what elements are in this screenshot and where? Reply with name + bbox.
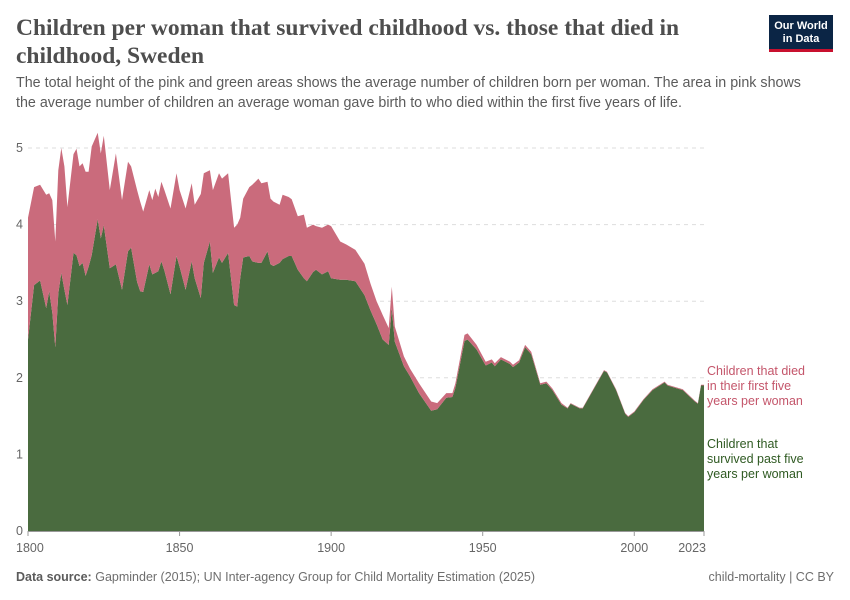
legend-died-label: Children that died in their first five y… (707, 364, 805, 408)
area-died (28, 132, 704, 417)
y-tick-label: 0 (16, 524, 23, 538)
y-tick-label: 1 (16, 447, 23, 461)
y-tick-label: 5 (16, 141, 23, 155)
x-tick-label: 1800 (16, 541, 44, 555)
license-link[interactable]: child-mortality | CC BY (708, 570, 835, 584)
legend-survived-label: Children that survived past five years p… (707, 437, 804, 481)
chart-subtitle: The total height of the pink and green a… (16, 75, 801, 111)
data-source: Data source: Gapminder (2015); UN Inter-… (16, 570, 535, 584)
x-tick-label: 2023 (678, 541, 706, 555)
y-tick-label: 4 (16, 218, 23, 232)
x-tick-label: 1950 (469, 541, 497, 555)
owid-logo[interactable]: Our World in Data (769, 15, 833, 52)
data-source-text: Gapminder (2015); UN Inter-agency Group … (95, 570, 535, 584)
y-tick-label: 2 (16, 371, 23, 385)
data-source-label: Data source: (16, 570, 92, 584)
y-tick-label: 3 (16, 294, 23, 308)
chart-title: Children per woman that survived childho… (16, 15, 680, 69)
area-survived (28, 219, 704, 531)
x-tick-label: 1850 (166, 541, 194, 555)
x-tick-label: 2000 (620, 541, 648, 555)
x-tick-label: 1900 (317, 541, 345, 555)
